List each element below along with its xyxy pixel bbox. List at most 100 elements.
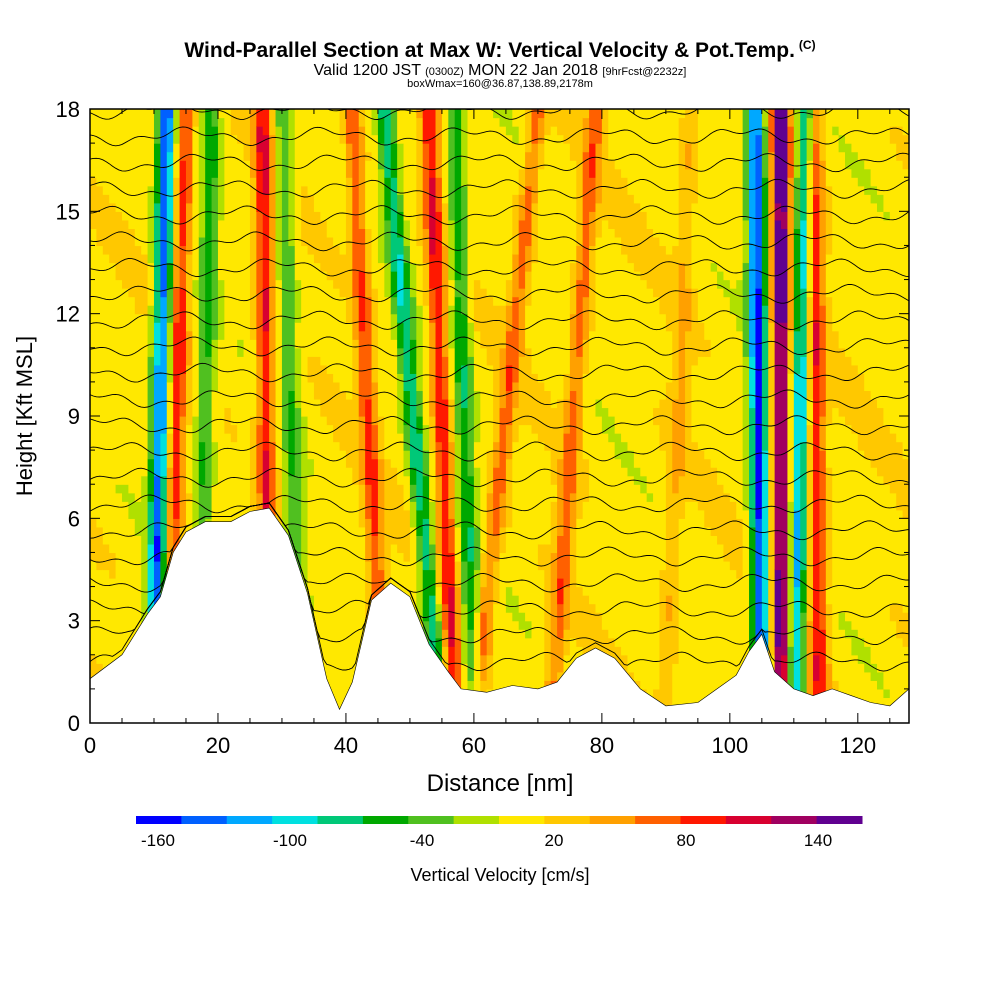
isentrope <box>90 467 909 488</box>
velocity-cell <box>525 185 533 247</box>
velocity-cell <box>166 117 174 153</box>
velocity-cell <box>461 313 469 366</box>
velocity-cell <box>422 518 430 571</box>
velocity-cell <box>749 526 757 690</box>
velocity-cell <box>256 424 264 494</box>
velocity-cell <box>256 109 264 127</box>
axes: 0 20 40 60 80 100 120 0 3 6 9 12 15 18 <box>56 97 909 758</box>
velocity-cell <box>889 620 897 723</box>
velocity-cell <box>627 450 635 477</box>
velocity-cell <box>198 441 206 485</box>
velocity-cell <box>838 612 846 630</box>
colorbar-swatch <box>816 816 863 824</box>
velocity-cell <box>595 109 603 144</box>
velocity-cell <box>608 109 616 161</box>
velocity-cell <box>320 219 328 272</box>
valid-date: MON 22 Jan 2018 <box>468 62 598 79</box>
velocity-cell <box>838 416 846 613</box>
velocity-cell <box>614 433 622 460</box>
velocity-cell <box>422 228 430 264</box>
velocity-cell <box>153 560 161 613</box>
velocity-cell <box>397 109 405 144</box>
y-tick-label: 6 <box>68 506 80 531</box>
velocity-cell <box>493 109 501 119</box>
velocity-cell <box>486 364 494 451</box>
velocity-cell <box>806 296 814 400</box>
velocity-cell <box>365 228 373 272</box>
velocity-cell <box>704 109 712 340</box>
velocity-cell <box>141 253 149 315</box>
velocity-cell <box>505 458 513 528</box>
velocity-cell <box>109 578 117 681</box>
velocity-cell <box>774 202 782 221</box>
velocity-cell <box>819 450 827 630</box>
velocity-cell <box>441 109 449 204</box>
isentrope <box>90 152 909 173</box>
velocity-cell <box>518 288 526 357</box>
velocity-cell <box>384 458 392 622</box>
velocity-cell <box>742 509 750 723</box>
colorbar-tick-label: -160 <box>141 831 175 850</box>
velocity-cell <box>857 109 865 161</box>
velocity-cell <box>409 262 417 298</box>
velocity-cell <box>173 143 181 178</box>
velocity-cell <box>569 492 577 528</box>
velocity-cell <box>537 168 545 383</box>
colorbar-swatch <box>226 816 273 824</box>
velocity-cell <box>333 288 341 383</box>
velocity-cell <box>614 168 622 238</box>
velocity-cell <box>90 560 97 656</box>
velocity-cell <box>851 433 859 630</box>
colorbar-swatch <box>680 816 727 824</box>
velocity-cell <box>813 654 821 681</box>
velocity-cell <box>422 424 430 451</box>
velocity-cell <box>448 398 456 443</box>
velocity-cell <box>128 492 136 519</box>
velocity-cell <box>358 228 366 272</box>
velocity-cell <box>723 279 731 298</box>
velocity-cell <box>211 177 219 340</box>
velocity-cell <box>537 143 545 170</box>
velocity-cell <box>121 219 129 289</box>
velocity-cell <box>480 654 488 681</box>
velocity-cell <box>825 467 833 588</box>
velocity-cell <box>384 109 392 178</box>
velocity-cell <box>537 441 545 545</box>
colorbar-tick-label: 80 <box>677 831 696 850</box>
velocity-cell <box>390 109 398 144</box>
velocity-cell <box>832 109 840 127</box>
velocity-cell <box>467 526 475 562</box>
isentrope <box>90 415 909 436</box>
velocity-cell <box>224 433 232 536</box>
velocity-cell <box>582 373 590 460</box>
velocity-cell <box>845 356 853 426</box>
velocity-cell <box>825 296 833 426</box>
velocity-cell <box>537 543 545 571</box>
velocity-cell <box>473 390 481 443</box>
velocity-cell <box>550 484 558 502</box>
velocity-cell <box>243 109 251 161</box>
velocity-cell <box>653 407 661 426</box>
velocity-cell <box>717 288 725 485</box>
velocity-cell <box>345 109 353 144</box>
velocity-cell <box>461 663 469 699</box>
velocity-cell <box>390 296 398 315</box>
velocity-cell <box>550 501 558 554</box>
velocity-cell <box>902 646 909 723</box>
velocity-cell <box>473 467 481 528</box>
velocity-cell <box>166 109 174 119</box>
velocity-cell <box>435 211 443 443</box>
velocity-cell <box>672 492 680 664</box>
velocity-cell <box>870 467 878 664</box>
colorbar-tick-label: -100 <box>273 831 307 850</box>
velocity-cell <box>166 433 174 468</box>
velocity-cell <box>333 381 341 443</box>
velocity-cell <box>678 518 686 723</box>
velocity-cell <box>90 177 97 229</box>
velocity-cell <box>512 441 520 596</box>
velocity-cell <box>441 245 449 357</box>
velocity-cell <box>371 381 379 426</box>
velocity-cell <box>659 245 667 315</box>
velocity-cell <box>384 262 392 298</box>
velocity-cell <box>800 219 808 289</box>
